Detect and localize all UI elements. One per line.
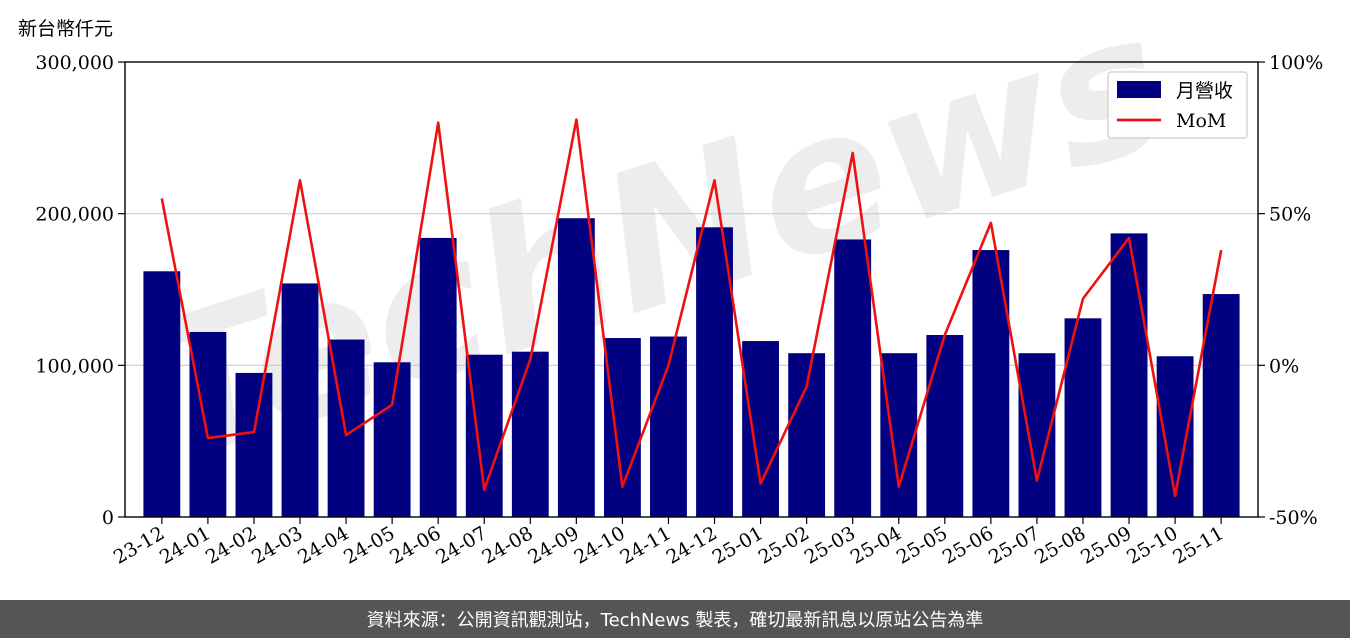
x-tick-label: 25-04 bbox=[847, 522, 905, 568]
bar bbox=[235, 372, 273, 517]
mom-line-series bbox=[160, 118, 1223, 498]
bar bbox=[143, 271, 181, 517]
x-tick-label: 23-12 bbox=[110, 522, 168, 568]
bar bbox=[511, 351, 549, 517]
bar bbox=[788, 353, 826, 517]
x-tick-label: 24-04 bbox=[294, 522, 352, 568]
bar bbox=[926, 335, 964, 517]
y-left-tick-label: 100,000 bbox=[35, 355, 114, 377]
x-tick-label: 24-09 bbox=[524, 522, 582, 568]
y-right-tick-label: 50% bbox=[1269, 204, 1311, 226]
x-tick-label: 24-06 bbox=[386, 522, 444, 568]
y-left-tick-label: 0 bbox=[102, 507, 114, 529]
bar bbox=[557, 218, 595, 517]
bar bbox=[373, 362, 411, 517]
y-right-tick-label: -50% bbox=[1269, 507, 1318, 529]
x-tick-label: 24-01 bbox=[156, 522, 214, 568]
bar bbox=[1110, 233, 1148, 517]
bar bbox=[696, 227, 733, 518]
bar bbox=[603, 338, 641, 517]
x-tick-label: 24-11 bbox=[617, 522, 675, 568]
x-tick-label: 25-03 bbox=[801, 522, 859, 568]
bar bbox=[742, 341, 780, 517]
bar bbox=[1202, 294, 1240, 517]
y-right-tick-label: 100% bbox=[1269, 52, 1323, 74]
bar bbox=[880, 353, 918, 517]
bar bbox=[1018, 353, 1056, 517]
x-tick-label: 25-09 bbox=[1077, 522, 1135, 568]
legend-label-mom: MoM bbox=[1176, 110, 1226, 132]
y-left-tick-label: 200,000 bbox=[35, 204, 114, 226]
x-tick-label: 24-10 bbox=[570, 522, 628, 568]
x-tick-label: 24-05 bbox=[340, 522, 398, 568]
bar bbox=[419, 237, 457, 517]
bar-series bbox=[143, 218, 1240, 518]
x-tick-label: 25-08 bbox=[1031, 522, 1089, 568]
legend-bar-swatch bbox=[1117, 81, 1161, 98]
x-tick-label: 25-01 bbox=[709, 522, 767, 568]
x-tick-label: 25-07 bbox=[985, 522, 1043, 568]
x-tick-label: 25-10 bbox=[1123, 522, 1181, 568]
x-tick-label: 24-07 bbox=[432, 522, 490, 568]
x-tick-label: 25-02 bbox=[755, 522, 813, 568]
bar bbox=[834, 239, 872, 517]
mom-line bbox=[160, 118, 1223, 498]
plot-frame bbox=[124, 61, 1259, 518]
source-footer: 資料來源：公開資訊觀測站，TechNews 製表，確切最新訊息以原站公告為準 bbox=[0, 600, 1350, 638]
bar bbox=[281, 283, 319, 517]
y-axis-unit-label: 新台幣仟元 bbox=[18, 18, 114, 40]
legend: 月營收 MoM bbox=[1107, 71, 1248, 139]
bar bbox=[189, 331, 227, 517]
x-tick-label: 24-02 bbox=[202, 522, 260, 568]
x-tick-label: 25-11 bbox=[1169, 522, 1227, 568]
source-footer-text: 資料來源：公開資訊觀測站，TechNews 製表，確切最新訊息以原站公告為準 bbox=[366, 610, 984, 631]
y-right-tick-label: 0% bbox=[1269, 355, 1299, 377]
y-left-tick-label: 300,000 bbox=[35, 52, 114, 74]
chart: TechNews 0100,000200,000300,000-50%0%50%… bbox=[35, 0, 1323, 569]
x-tick-label: 24-08 bbox=[478, 522, 536, 568]
x-tick-label: 24-03 bbox=[248, 522, 306, 568]
x-tick-label: 25-06 bbox=[939, 522, 997, 568]
x-tick-label: 24-12 bbox=[663, 522, 721, 568]
legend-label-revenue: 月營收 bbox=[1176, 80, 1233, 102]
x-tick-label: 25-05 bbox=[893, 522, 951, 568]
